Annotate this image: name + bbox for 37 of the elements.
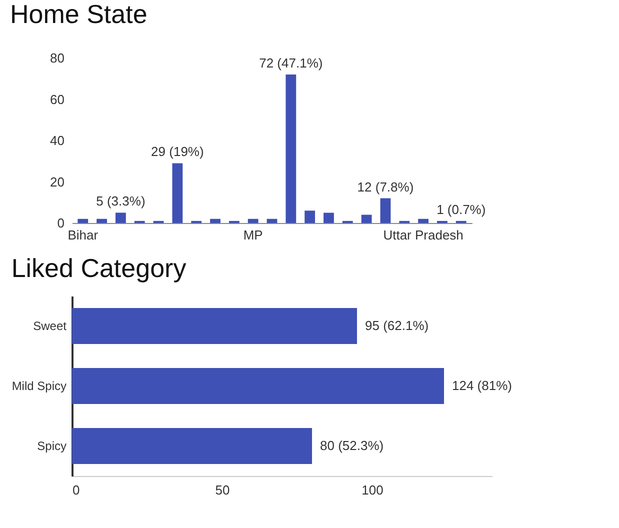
bar bbox=[248, 218, 258, 223]
chart-title: Home State bbox=[10, 0, 148, 29]
bar bbox=[361, 214, 372, 223]
data-label: 5 (3.3%) bbox=[96, 194, 146, 209]
bar bbox=[116, 212, 126, 223]
bar bbox=[304, 210, 316, 223]
x-tick-label: 0 bbox=[72, 482, 80, 498]
x-tick-label: 50 bbox=[215, 482, 230, 498]
bar bbox=[172, 163, 183, 223]
data-label: 12 (7.8%) bbox=[357, 179, 414, 194]
x-tick-label: Bihar bbox=[68, 228, 99, 242]
bar bbox=[286, 74, 296, 223]
bar bbox=[266, 218, 278, 223]
bar bbox=[78, 218, 88, 223]
bar bbox=[210, 218, 220, 223]
bar bbox=[324, 212, 334, 223]
y-tick-label: 60 bbox=[50, 92, 64, 107]
y-tick-label: Spicy bbox=[37, 439, 66, 453]
x-tick-label: 100 bbox=[362, 482, 384, 498]
bar bbox=[96, 218, 107, 223]
x-tick-label: Uttar Pradesh bbox=[383, 228, 464, 242]
data-label: 124 (81%) bbox=[452, 378, 512, 393]
y-tick-label: 40 bbox=[50, 133, 64, 148]
data-label: 29 (19%) bbox=[151, 144, 204, 160]
x-tick-label: MP bbox=[243, 228, 263, 242]
data-label: 95 (62.1%) bbox=[365, 318, 429, 333]
bar bbox=[380, 198, 391, 223]
data-label: 80 (52.3%) bbox=[320, 438, 384, 453]
data-label: 72 (47.1%) bbox=[259, 56, 323, 70]
y-tick-label: 0 bbox=[57, 216, 64, 230]
y-tick-label: Mild Spicy bbox=[12, 379, 66, 393]
y-tick-label: 20 bbox=[50, 174, 64, 190]
data-label: 1 (0.7%) bbox=[436, 202, 486, 217]
y-tick-label: 80 bbox=[50, 50, 64, 66]
bar bbox=[418, 218, 428, 223]
chart-title: Liked Category bbox=[11, 253, 186, 283]
y-tick-label: Sweet bbox=[33, 319, 68, 333]
